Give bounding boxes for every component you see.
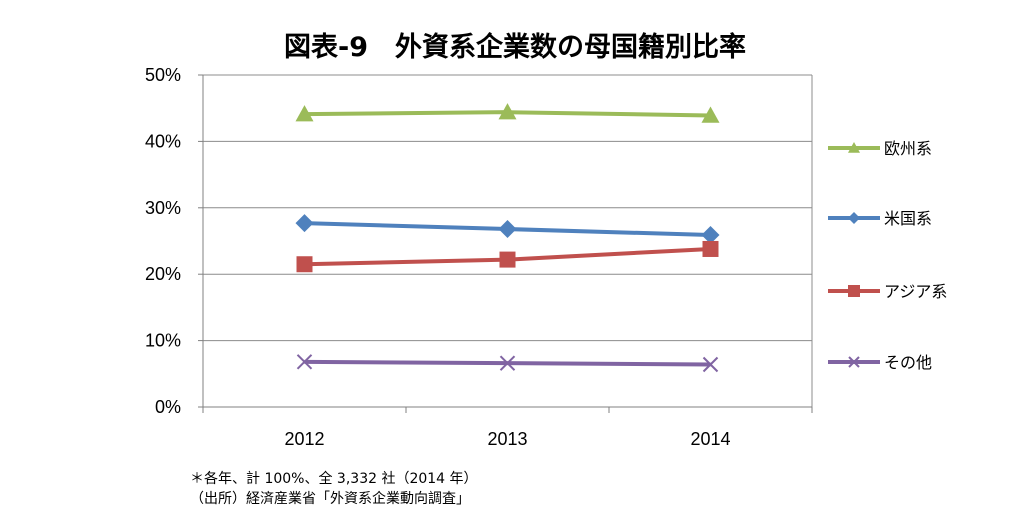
series-group	[295, 103, 720, 373]
legend-label: 米国系	[884, 209, 932, 228]
source-note: （出所）経済産業省「外資系企業動向調査」	[190, 491, 470, 507]
data-point	[498, 220, 517, 239]
data-point	[295, 105, 314, 122]
data-point	[499, 355, 516, 371]
y-tick-label: 50%	[145, 65, 181, 85]
y-tick-label: 0%	[155, 397, 181, 417]
footnote: ＊各年、計 100%、全 3,332 社（2014 年）	[190, 471, 478, 487]
y-axis-ticks: 0% 10% 20% 30% 40% 50%	[145, 65, 181, 417]
data-point	[701, 106, 720, 123]
series-triangle	[295, 103, 720, 123]
data-point	[701, 226, 720, 245]
y-tick-label: 40%	[145, 131, 181, 151]
x-tick-label: 2012	[284, 429, 324, 449]
data-point	[702, 240, 719, 257]
legend-item: 欧州系	[828, 139, 932, 158]
legend-item: アジア系	[828, 282, 947, 301]
data-point	[295, 214, 314, 233]
data-point	[499, 251, 516, 268]
series-x	[296, 354, 719, 373]
legend-item: その他	[828, 353, 932, 372]
data-point	[296, 354, 313, 370]
x-tick-label: 2014	[690, 429, 730, 449]
data-point	[848, 212, 860, 224]
data-point	[848, 142, 860, 153]
y-tick-label: 30%	[145, 198, 181, 218]
series-diamond	[295, 214, 720, 245]
y-tick-label: 10%	[145, 331, 181, 351]
y-tick-label: 20%	[145, 264, 181, 284]
data-point	[296, 256, 313, 273]
x-tick-label: 2013	[487, 429, 527, 449]
axes	[198, 74, 813, 413]
x-axis-ticks: 2012 2013 2014	[284, 429, 730, 449]
legend-item: 米国系	[828, 209, 932, 228]
series-square	[296, 240, 719, 273]
data-point	[498, 103, 517, 120]
chart: 図表-9 外資系企業数の母国籍別比率 0% 10% 20% 30% 40% 50% 201…	[145, 31, 947, 449]
chart-title: 図表-9 外資系企業数の母国籍別比率	[284, 31, 746, 63]
data-point	[848, 285, 860, 297]
legend-label: 欧州系	[884, 139, 932, 158]
data-point	[848, 356, 860, 368]
data-point	[702, 356, 719, 373]
legend-label: その他	[884, 353, 932, 372]
legend-label: アジア系	[884, 282, 947, 301]
